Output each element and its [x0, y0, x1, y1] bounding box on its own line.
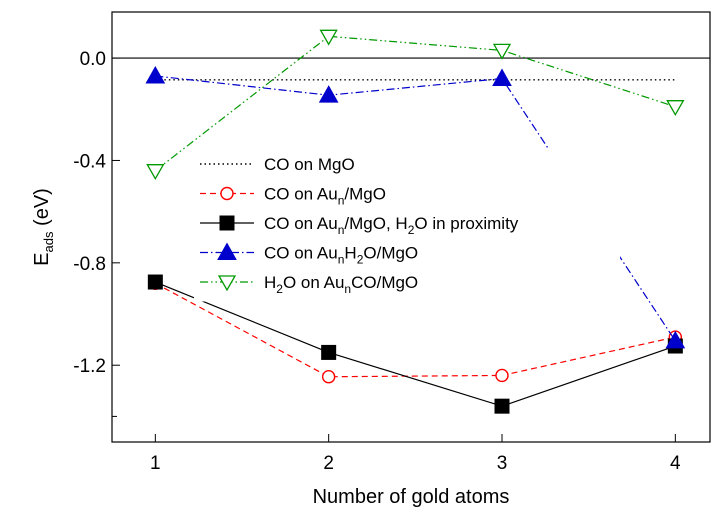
- legend-label: CO on AunH2O/MgO: [264, 244, 418, 267]
- point-co_aun_mgo: [321, 370, 336, 384]
- y-axis-label: Eads (eV): [31, 188, 56, 266]
- legend-swatch-marker: [217, 242, 237, 260]
- legend-item-co_mgo: CO on MgO: [200, 155, 355, 174]
- point-co_aunh2o_mgo: [318, 85, 339, 103]
- legend-swatch-marker: [217, 275, 237, 292]
- x-axis-label: Number of gold atoms: [313, 486, 510, 508]
- point-h2o_auncomgo: [146, 164, 165, 181]
- x-tick-label: 3: [497, 453, 508, 474]
- y-tick-label: -0.4: [73, 151, 106, 172]
- legend-swatch-marker: [220, 186, 234, 201]
- legend-item-co_aunh2o_mgo: CO on AunH2O/MgO: [200, 242, 418, 267]
- x-tick-label: 4: [670, 453, 681, 474]
- point-co_aun_mgo_h2o: [321, 344, 337, 360]
- point-h2o_auncomgo: [492, 43, 512, 60]
- y-tick-label: 0.0: [80, 49, 106, 70]
- legend-label: H2O on AunCO/MgO: [264, 273, 418, 296]
- point-co_aunh2o_mgo: [145, 65, 166, 84]
- point-co_aun_mgo_h2o: [494, 398, 510, 414]
- legend-label: CO on MgO: [264, 155, 355, 174]
- plot-frame: [111, 11, 711, 443]
- x-tick-label: 2: [323, 453, 334, 474]
- series-line-co_aun_mgo: [155, 282, 676, 378]
- series-h2o_auncomgo: [146, 29, 685, 181]
- point-co_aunh2o_mgo: [665, 330, 686, 349]
- point-h2o_auncomgo: [666, 100, 685, 117]
- legend-item-h2o_auncomgo: H2O on AunCO/MgO: [200, 273, 418, 296]
- series-line-h2o_auncomgo: [154, 35, 676, 172]
- point-co_aunh2o_mgo: [492, 68, 512, 87]
- series-line-co_aun_mgo_h2o: [155, 281, 676, 407]
- point-co_aun_mgo_h2o: [147, 274, 163, 290]
- legend-label: CO on Aun/MgO: [264, 185, 386, 208]
- point-h2o_auncomgo: [319, 29, 338, 46]
- y-tick-label: -1.2: [73, 356, 106, 377]
- series-co_aunh2o_mgo: [145, 65, 686, 349]
- y-tick-label: -0.8: [73, 254, 106, 275]
- legend-box: [194, 148, 620, 302]
- legend-item-co_aun_mgo_h2o: CO on Aun/MgO, H2O in proximity: [200, 214, 519, 237]
- legend-swatch-marker: [219, 215, 235, 231]
- legend-item-co_aun_mgo: CO on Aun/MgO: [200, 185, 386, 208]
- x-tick-label: 1: [150, 453, 161, 474]
- point-co_aun_mgo: [495, 368, 509, 383]
- legend-label: CO on Aun/MgO, H2O in proximity: [264, 214, 519, 237]
